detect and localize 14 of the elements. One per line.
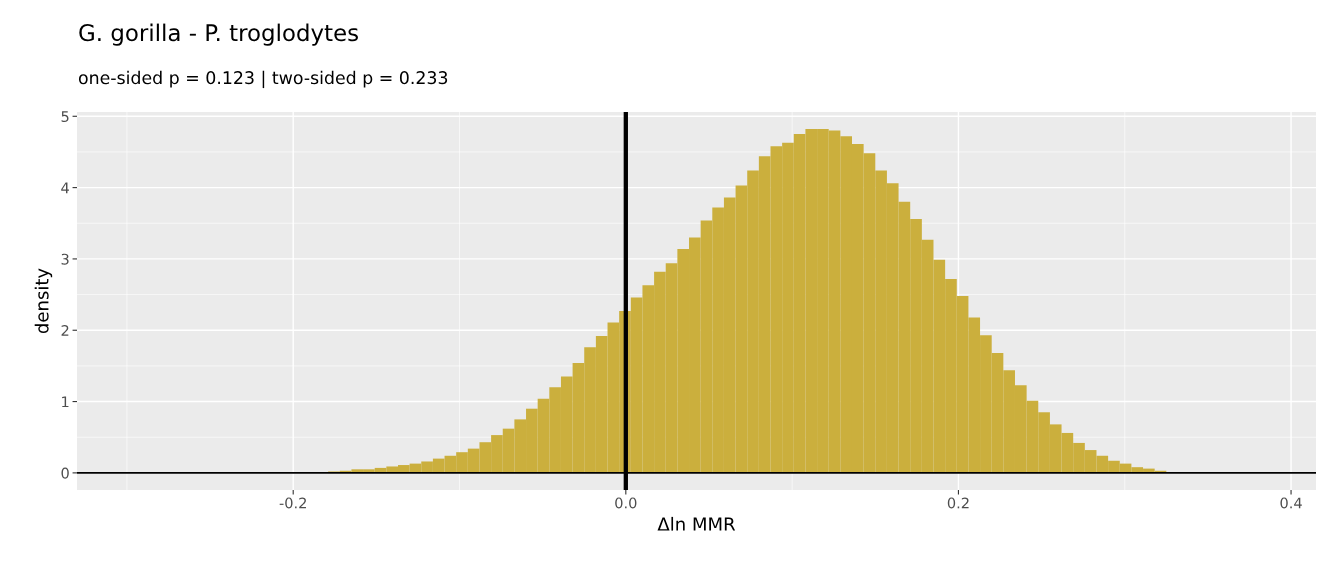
y-tick-label: 5: [61, 111, 69, 123]
chart-title: G. gorilla - P. troglodytes: [79, 23, 358, 46]
x-axis-title: Δln MMR: [657, 516, 736, 531]
chart-subtitle: one-sided p = 0.123 | two-sided p = 0.233: [78, 70, 448, 89]
y-tick-label: 1: [62, 396, 69, 408]
x-tick-label: 0.2: [947, 497, 969, 509]
y-axis-title: density: [34, 268, 53, 334]
y-tick-label: 4: [61, 182, 69, 194]
x-tick-label: 0.0: [615, 497, 637, 509]
y-tick-label: 3: [61, 253, 69, 265]
x-tick-label: -0.2: [279, 497, 306, 509]
y-tick-label: 2: [61, 324, 69, 336]
x-tick-label: 0.4: [1280, 497, 1302, 509]
y-tick-label: 0: [61, 467, 69, 479]
